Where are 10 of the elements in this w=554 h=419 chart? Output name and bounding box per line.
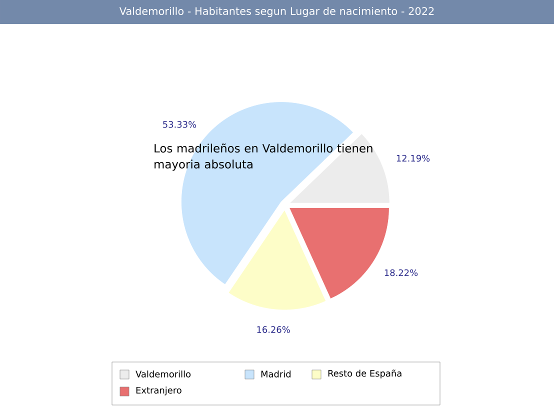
- data-label: 53.33%: [163, 121, 196, 128]
- legend-label: Resto de España: [328, 370, 402, 378]
- data-label: 12.19%: [396, 154, 430, 162]
- legend-label: Madrid: [261, 370, 291, 378]
- legend-label: Extranjero: [136, 386, 182, 396]
- legend-label: Valdemorillo: [136, 370, 191, 378]
- chart-title: Valdemorillo - Habitantes segun Lugar de nacimiento - 2022: [119, 6, 434, 18]
- text: Los madrileños en Valdemorillo tienen mayoria absoluta: [154, 144, 372, 171]
- data-label: 16.26%: [257, 326, 290, 333]
- data-label: 18.22%: [384, 269, 418, 276]
